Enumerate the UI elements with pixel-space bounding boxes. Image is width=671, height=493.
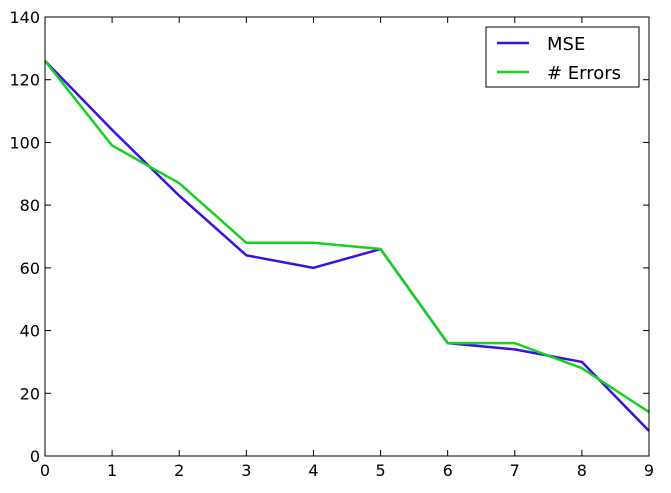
y-tick-label: 60 bbox=[20, 259, 40, 278]
y-tick-label: 100 bbox=[9, 133, 40, 152]
x-tick-label: 5 bbox=[375, 461, 385, 480]
y-tick-label: 140 bbox=[9, 8, 40, 27]
x-tick-label: 7 bbox=[510, 461, 520, 480]
x-tick-label: 0 bbox=[40, 461, 50, 480]
y-tick-label: 120 bbox=[9, 71, 40, 90]
x-tick-label: 6 bbox=[443, 461, 453, 480]
x-tick-label: 4 bbox=[308, 461, 318, 480]
x-tick-label: 1 bbox=[107, 461, 117, 480]
y-tick-label: 40 bbox=[20, 322, 40, 341]
y-tick-label: 20 bbox=[20, 384, 40, 403]
legend-label-mse: MSE bbox=[547, 34, 585, 55]
legend: MSE # Errors bbox=[486, 27, 639, 87]
x-tick-label: 8 bbox=[577, 461, 587, 480]
legend-label-errors: # Errors bbox=[547, 63, 621, 84]
x-tick-label: 3 bbox=[241, 461, 251, 480]
y-tick-label: 0 bbox=[30, 447, 40, 466]
x-tick-label: 2 bbox=[174, 461, 184, 480]
y-tick-label: 80 bbox=[20, 196, 40, 215]
x-tick-label: 9 bbox=[644, 461, 654, 480]
